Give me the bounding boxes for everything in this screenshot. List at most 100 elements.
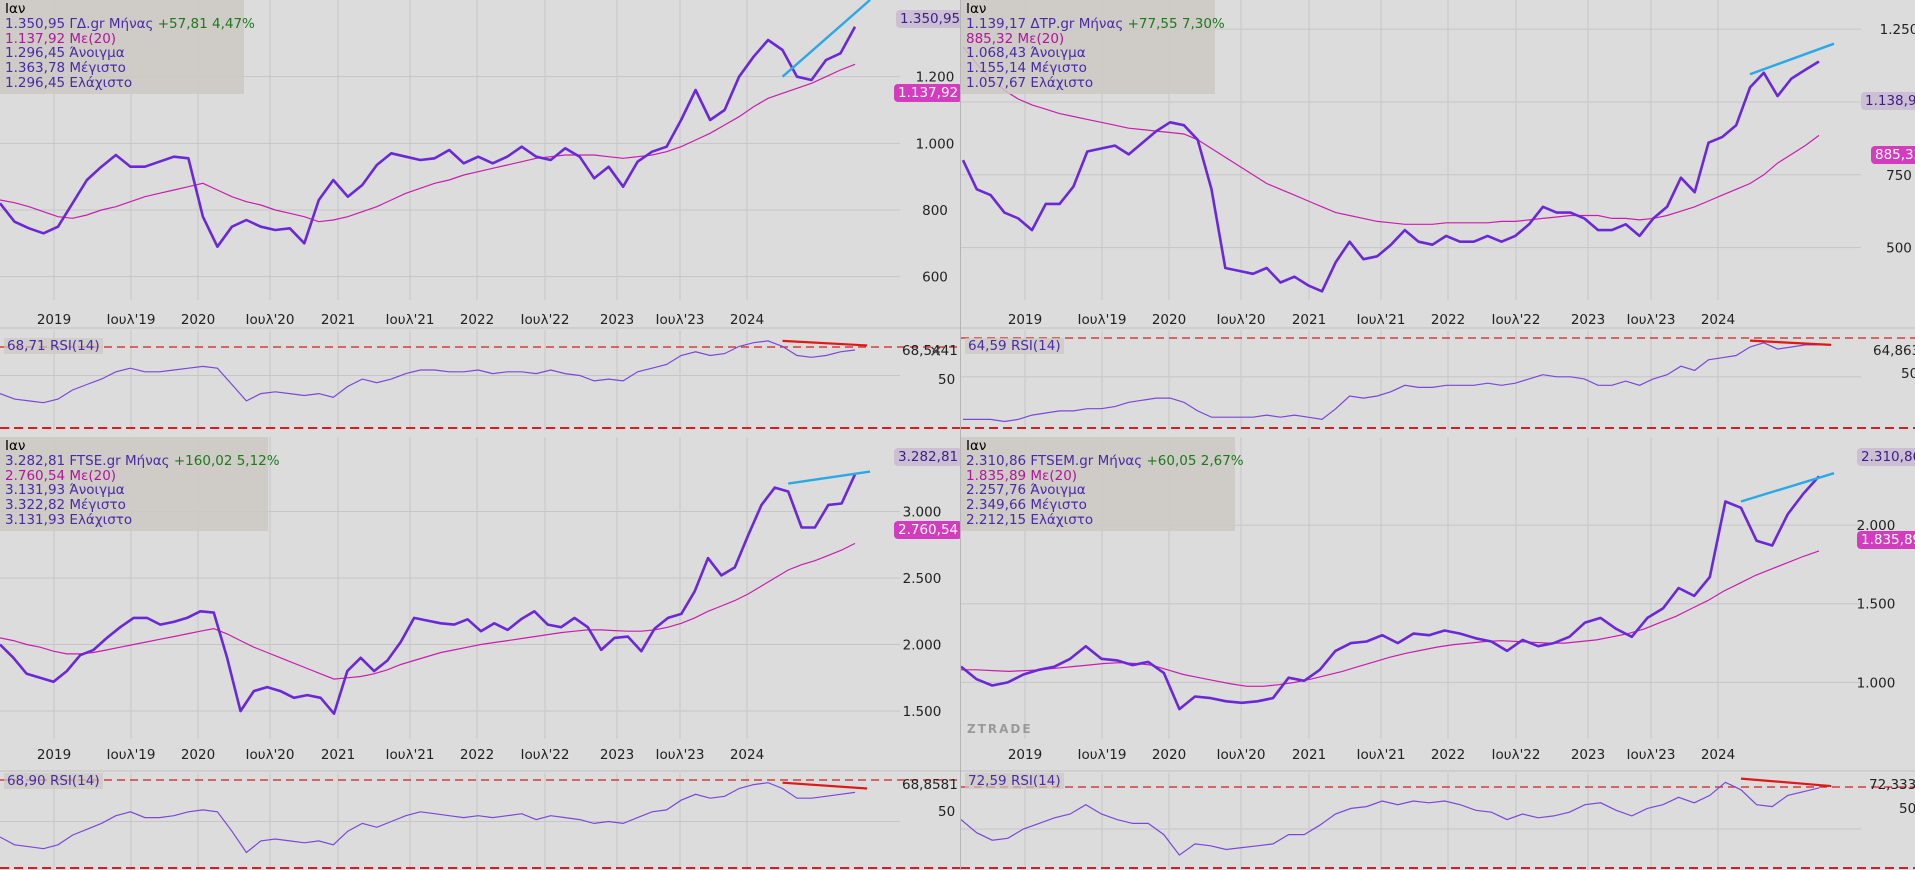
ma-line: 1.835,89 Με(20) — [966, 467, 1078, 484]
price-line: 1.139,17 ΔΤΡ.gr Μήνας — [966, 15, 1124, 32]
close-icon[interactable]: ✕ — [929, 342, 943, 361]
trend-line-down — [1749, 339, 1832, 346]
trend-line-down — [1740, 777, 1832, 788]
rsi-line — [0, 782, 856, 854]
ma-tag: 1.835,89 — [1857, 531, 1915, 549]
rsi-value: 64,863 — [1873, 343, 1915, 359]
x-tick-label: Ιουλ'19 — [107, 747, 156, 763]
x-tick-label: Ιουλ'20 — [1217, 747, 1266, 763]
rsi-tick-50: 50 — [938, 372, 956, 388]
rsi-label: 72,59 RSI(14) — [965, 773, 1064, 789]
x-tick-label: 2022 — [460, 747, 494, 763]
chart-panel-ftsem[interactable]: 2019 Ιουλ'19 2020 Ιουλ'20 2021 Ιουλ'21 2022 Ιου… — [961, 437, 1915, 870]
trend-line-up — [781, 0, 871, 78]
open-line: 1.296,45 Άνοιγμα — [5, 45, 125, 62]
rsi-label: 68,71 RSI(14) — [4, 338, 103, 354]
price-tag: 2.310,86 — [1857, 448, 1915, 466]
x-tick-label: Ιουλ'20 — [246, 747, 295, 763]
price-tag: 1.138,96 — [1861, 92, 1915, 110]
period-label: Ιαν — [5, 438, 26, 454]
change-text: +77,55 7,30% — [1127, 15, 1225, 32]
rsi-line — [963, 342, 1819, 423]
x-tick-label: 2019 — [37, 747, 71, 763]
chart-panel-ftse[interactable]: 2019 Ιουλ'19 2020 Ιουλ'20 2021 Ιουλ'21 2022 Ιου… — [0, 437, 960, 870]
change-text: +57,81 4,47% — [157, 15, 255, 32]
chart-panel-dtr[interactable]: 2019 Ιουλ'19 2020 Ιουλ'20 2021 Ιουλ'21 2022 Ιου… — [961, 0, 1915, 432]
x-tick-label: Ιουλ'22 — [1492, 747, 1541, 763]
trend-line-up — [1749, 42, 1835, 76]
price-line: 1.350,95 ΓΔ.gr Μήνας — [5, 15, 154, 32]
y-tick-label: 1.200 — [916, 70, 955, 86]
low-line: 1.057,67 Ελάχιστο — [966, 74, 1094, 91]
x-tick-label: 2024 — [730, 747, 764, 763]
x-tick-label: 2021 — [1292, 312, 1326, 328]
x-tick-label: Ιουλ'23 — [1627, 312, 1676, 328]
trend-line-down — [782, 339, 868, 347]
price-line: 3.282,81 FTSE.gr Μήνας — [5, 452, 170, 469]
x-tick-label: Ιουλ'21 — [386, 747, 435, 763]
x-tick-label: Ιουλ'21 — [1357, 312, 1406, 328]
y-tick-label: 1.000 — [1857, 675, 1896, 691]
x-tick-label: Ιουλ'23 — [656, 312, 705, 328]
rsi-label: 64,59 RSI(14) — [965, 338, 1064, 354]
ma20-line — [0, 542, 856, 680]
trend-line-up — [788, 470, 871, 485]
trend-line-down — [782, 781, 868, 790]
price-line — [961, 60, 1820, 293]
ma-tag: 885,32 — [1871, 146, 1915, 164]
x-tick-label: Ιουλ'19 — [107, 312, 156, 328]
x-tick-label: 2024 — [1701, 747, 1735, 763]
x-tick-label: 2022 — [1431, 747, 1465, 763]
panel-divider — [960, 0, 961, 870]
x-tick-label: Ιουλ'22 — [521, 747, 570, 763]
rsi-value: 68,5441 — [902, 343, 958, 359]
ma-line: 2.760,54 Με(20) — [5, 467, 117, 484]
x-tick-label: 2019 — [1008, 747, 1042, 763]
low-line: 1.296,45 Ελάχιστο — [5, 74, 133, 91]
ma-line: 1.137,92 Με(20) — [5, 30, 117, 47]
trend-line-up — [1740, 472, 1835, 503]
y-tick-label: 1.500 — [1857, 597, 1896, 613]
x-tick-label: 2021 — [321, 312, 355, 328]
high-line: 1.363,78 Μέγιστο — [5, 60, 126, 77]
ma20-line — [962, 46, 1820, 225]
y-tick-label: 500 — [1886, 241, 1912, 257]
chart-panel-gd[interactable]: 2019 Ιουλ'19 2020 Ιουλ'20 2021 Ιουλ'21 2022 Ιου… — [0, 0, 960, 432]
info-box: Ιαν 1.139,17 ΔΤΡ.gr Μήνας +77,55 7,30% 8… — [961, 0, 1225, 94]
x-tick-label: Ιουλ'19 — [1078, 747, 1127, 763]
low-line: 2.212,15 Ελάχιστο — [966, 511, 1094, 528]
x-tick-label: Ιουλ'21 — [1357, 747, 1406, 763]
period-label: Ιαν — [966, 438, 987, 454]
ma-tag: 1.137,92 — [894, 84, 960, 102]
x-tick-label: 2020 — [181, 747, 215, 763]
open-line: 1.068,43 Άνοιγμα — [966, 45, 1086, 62]
x-tick-label: 2019 — [1008, 312, 1042, 328]
x-tick-label: Ιουλ'20 — [1217, 312, 1266, 328]
price-line — [961, 475, 1820, 711]
y-tick-label: 3.000 — [903, 505, 942, 521]
x-tick-label: 2023 — [600, 312, 634, 328]
x-tick-label: 2023 — [1571, 747, 1605, 763]
x-tick-label: Ιουλ'19 — [1078, 312, 1127, 328]
y-tick-label: 1.000 — [916, 136, 955, 152]
rsi-line — [961, 781, 1820, 856]
chart-svg: 2019 Ιουλ'19 2020 Ιουλ'20 2021 Ιουλ'21 2022 Ιου… — [961, 437, 1915, 870]
price-tag: 3.282,81 — [894, 448, 960, 466]
y-tick-label: 2.500 — [903, 571, 942, 587]
x-tick-label: 2020 — [181, 312, 215, 328]
y-tick-label: 600 — [922, 270, 948, 286]
high-line: 1.155,14 Μέγιστο — [966, 60, 1087, 77]
watermark: ZTRADE — [967, 722, 1033, 736]
y-tick-label: 2.000 — [903, 638, 942, 654]
x-tick-label: 2020 — [1152, 747, 1186, 763]
info-box: Ιαν 2.310,86 FTSEM.gr Μήνας +60,05 2,67%… — [961, 437, 1244, 531]
ma-tag: 2.760,54 — [894, 521, 960, 539]
ma20-line — [0, 63, 856, 223]
price-line — [0, 26, 857, 248]
x-tick-label: 2020 — [1152, 312, 1186, 328]
y-tick-label: 800 — [922, 203, 948, 219]
x-tick-label: Ιουλ'22 — [1492, 312, 1541, 328]
y-tick-label: 750 — [1886, 168, 1912, 184]
price-line — [0, 473, 857, 716]
